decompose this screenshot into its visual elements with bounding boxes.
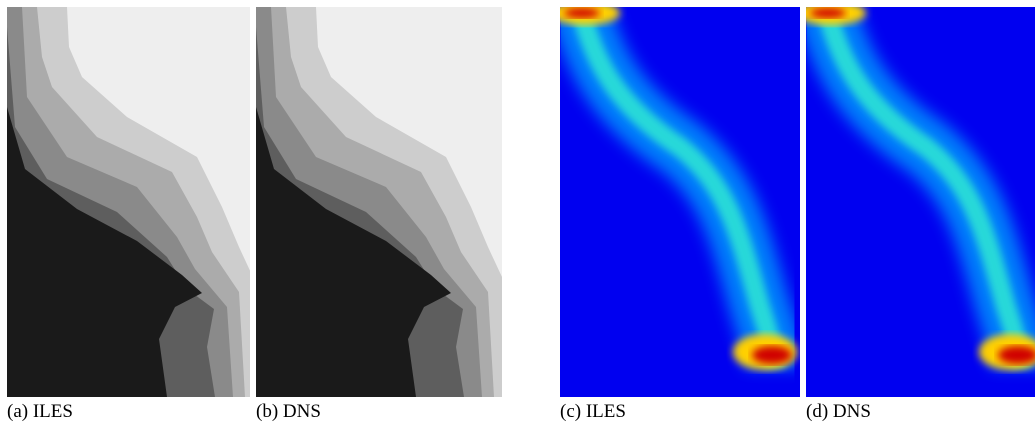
figure: (a) ILES (b) DNS (c) ILES (d) DNS	[0, 0, 1035, 428]
panel-image	[560, 7, 800, 397]
caption: (d) DNS	[806, 401, 871, 423]
caption: (b) DNS	[256, 401, 321, 423]
caption: (a) ILES	[7, 401, 73, 423]
caption: (c) ILES	[560, 401, 626, 423]
panel-image	[256, 7, 502, 397]
panel-image	[806, 7, 1035, 397]
panel-image	[7, 7, 250, 397]
